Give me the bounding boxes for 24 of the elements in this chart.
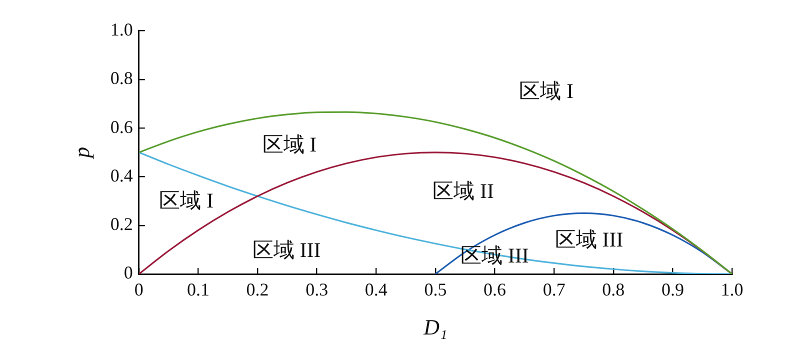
x-tick-label: 0.1 — [186, 280, 210, 300]
y-tick-label: 0.4 — [110, 165, 133, 186]
y-tick-label: 0.6 — [110, 116, 133, 137]
annotation: 区域 II — [432, 179, 494, 204]
y-axis-title: p — [68, 146, 94, 160]
x-tick-label: 0.3 — [306, 280, 328, 300]
x-tick-label: 1.0 — [720, 280, 744, 300]
x-tick-label: 0.8 — [602, 280, 625, 300]
x-tick-label: 0.9 — [661, 280, 684, 300]
x-tick-label: 0.6 — [484, 280, 506, 300]
x-tick-label: 0.2 — [246, 280, 269, 300]
x-tick-label: 0.4 — [364, 280, 388, 300]
y-tick-label: 0.2 — [110, 214, 133, 234]
y-tick-label: 0 — [124, 262, 133, 283]
annotation: 区域 I — [159, 188, 214, 213]
y-tick-label: 0.8 — [110, 68, 133, 88]
x-tick-label: 0.5 — [424, 280, 447, 300]
x-tick-label: 0.7 — [542, 280, 566, 300]
annotation: 区域 III — [554, 228, 624, 252]
y-tick-label: 1.0 — [110, 20, 133, 40]
annotation: 区域 I — [519, 79, 574, 104]
annotation: 区域 III — [252, 238, 321, 262]
x-axis-title: D₁ — [422, 314, 448, 340]
annotation: 区域 I — [262, 132, 317, 156]
